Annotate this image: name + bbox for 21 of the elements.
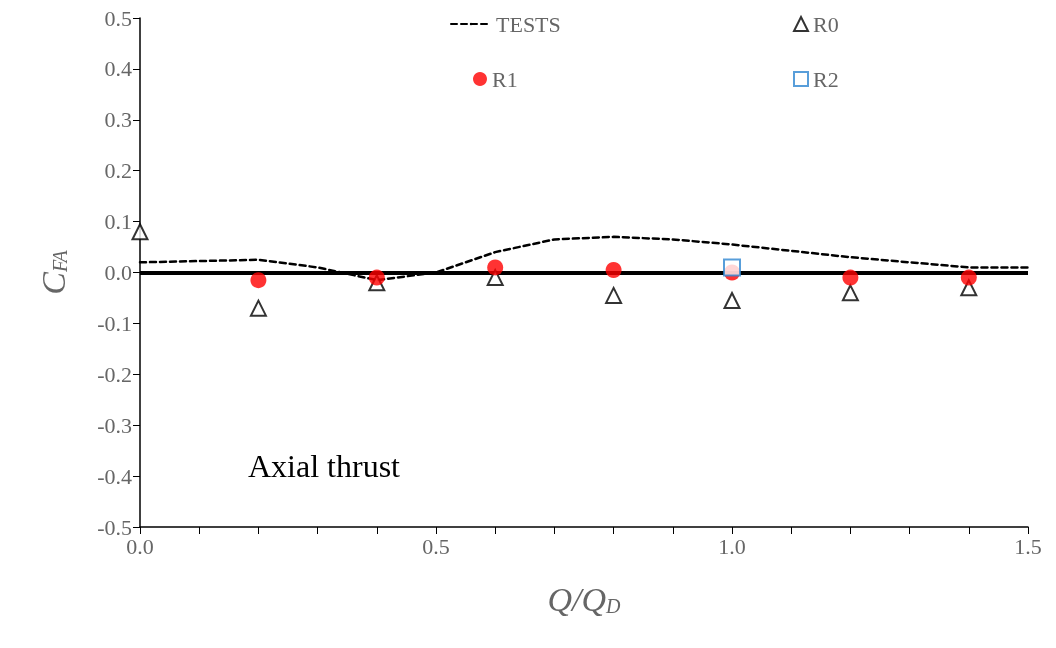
y-tick-label: -0.1 (97, 310, 132, 336)
y-tick-label: 0.2 (104, 158, 132, 184)
y-tick-label: 0.3 (104, 107, 132, 133)
y-axis-title: CFA (34, 249, 72, 295)
x-tick-label: 1.0 (718, 533, 746, 559)
legend-label: R0 (813, 11, 839, 37)
x-tick-label: 0.5 (422, 533, 450, 559)
y-tick-label: -0.4 (97, 463, 132, 489)
annotation: Axial thrust (248, 448, 401, 484)
y-tick-label: 0.4 (104, 56, 132, 82)
x-tick-label: 1.5 (1014, 533, 1042, 559)
y-tick-label: -0.5 (97, 514, 132, 540)
y-tick-label: 0.1 (104, 209, 132, 235)
legend-label: R1 (492, 66, 518, 92)
legend-label: R2 (813, 66, 839, 92)
x-axis-title: Q/QD (547, 580, 622, 618)
y-tick-label: -0.3 (97, 412, 132, 438)
y-tick-label: -0.2 (97, 361, 132, 387)
legend-label: TESTS (496, 11, 561, 37)
y-tick-label: 0.0 (104, 260, 132, 285)
y-tick-label: 0.5 (104, 5, 132, 31)
